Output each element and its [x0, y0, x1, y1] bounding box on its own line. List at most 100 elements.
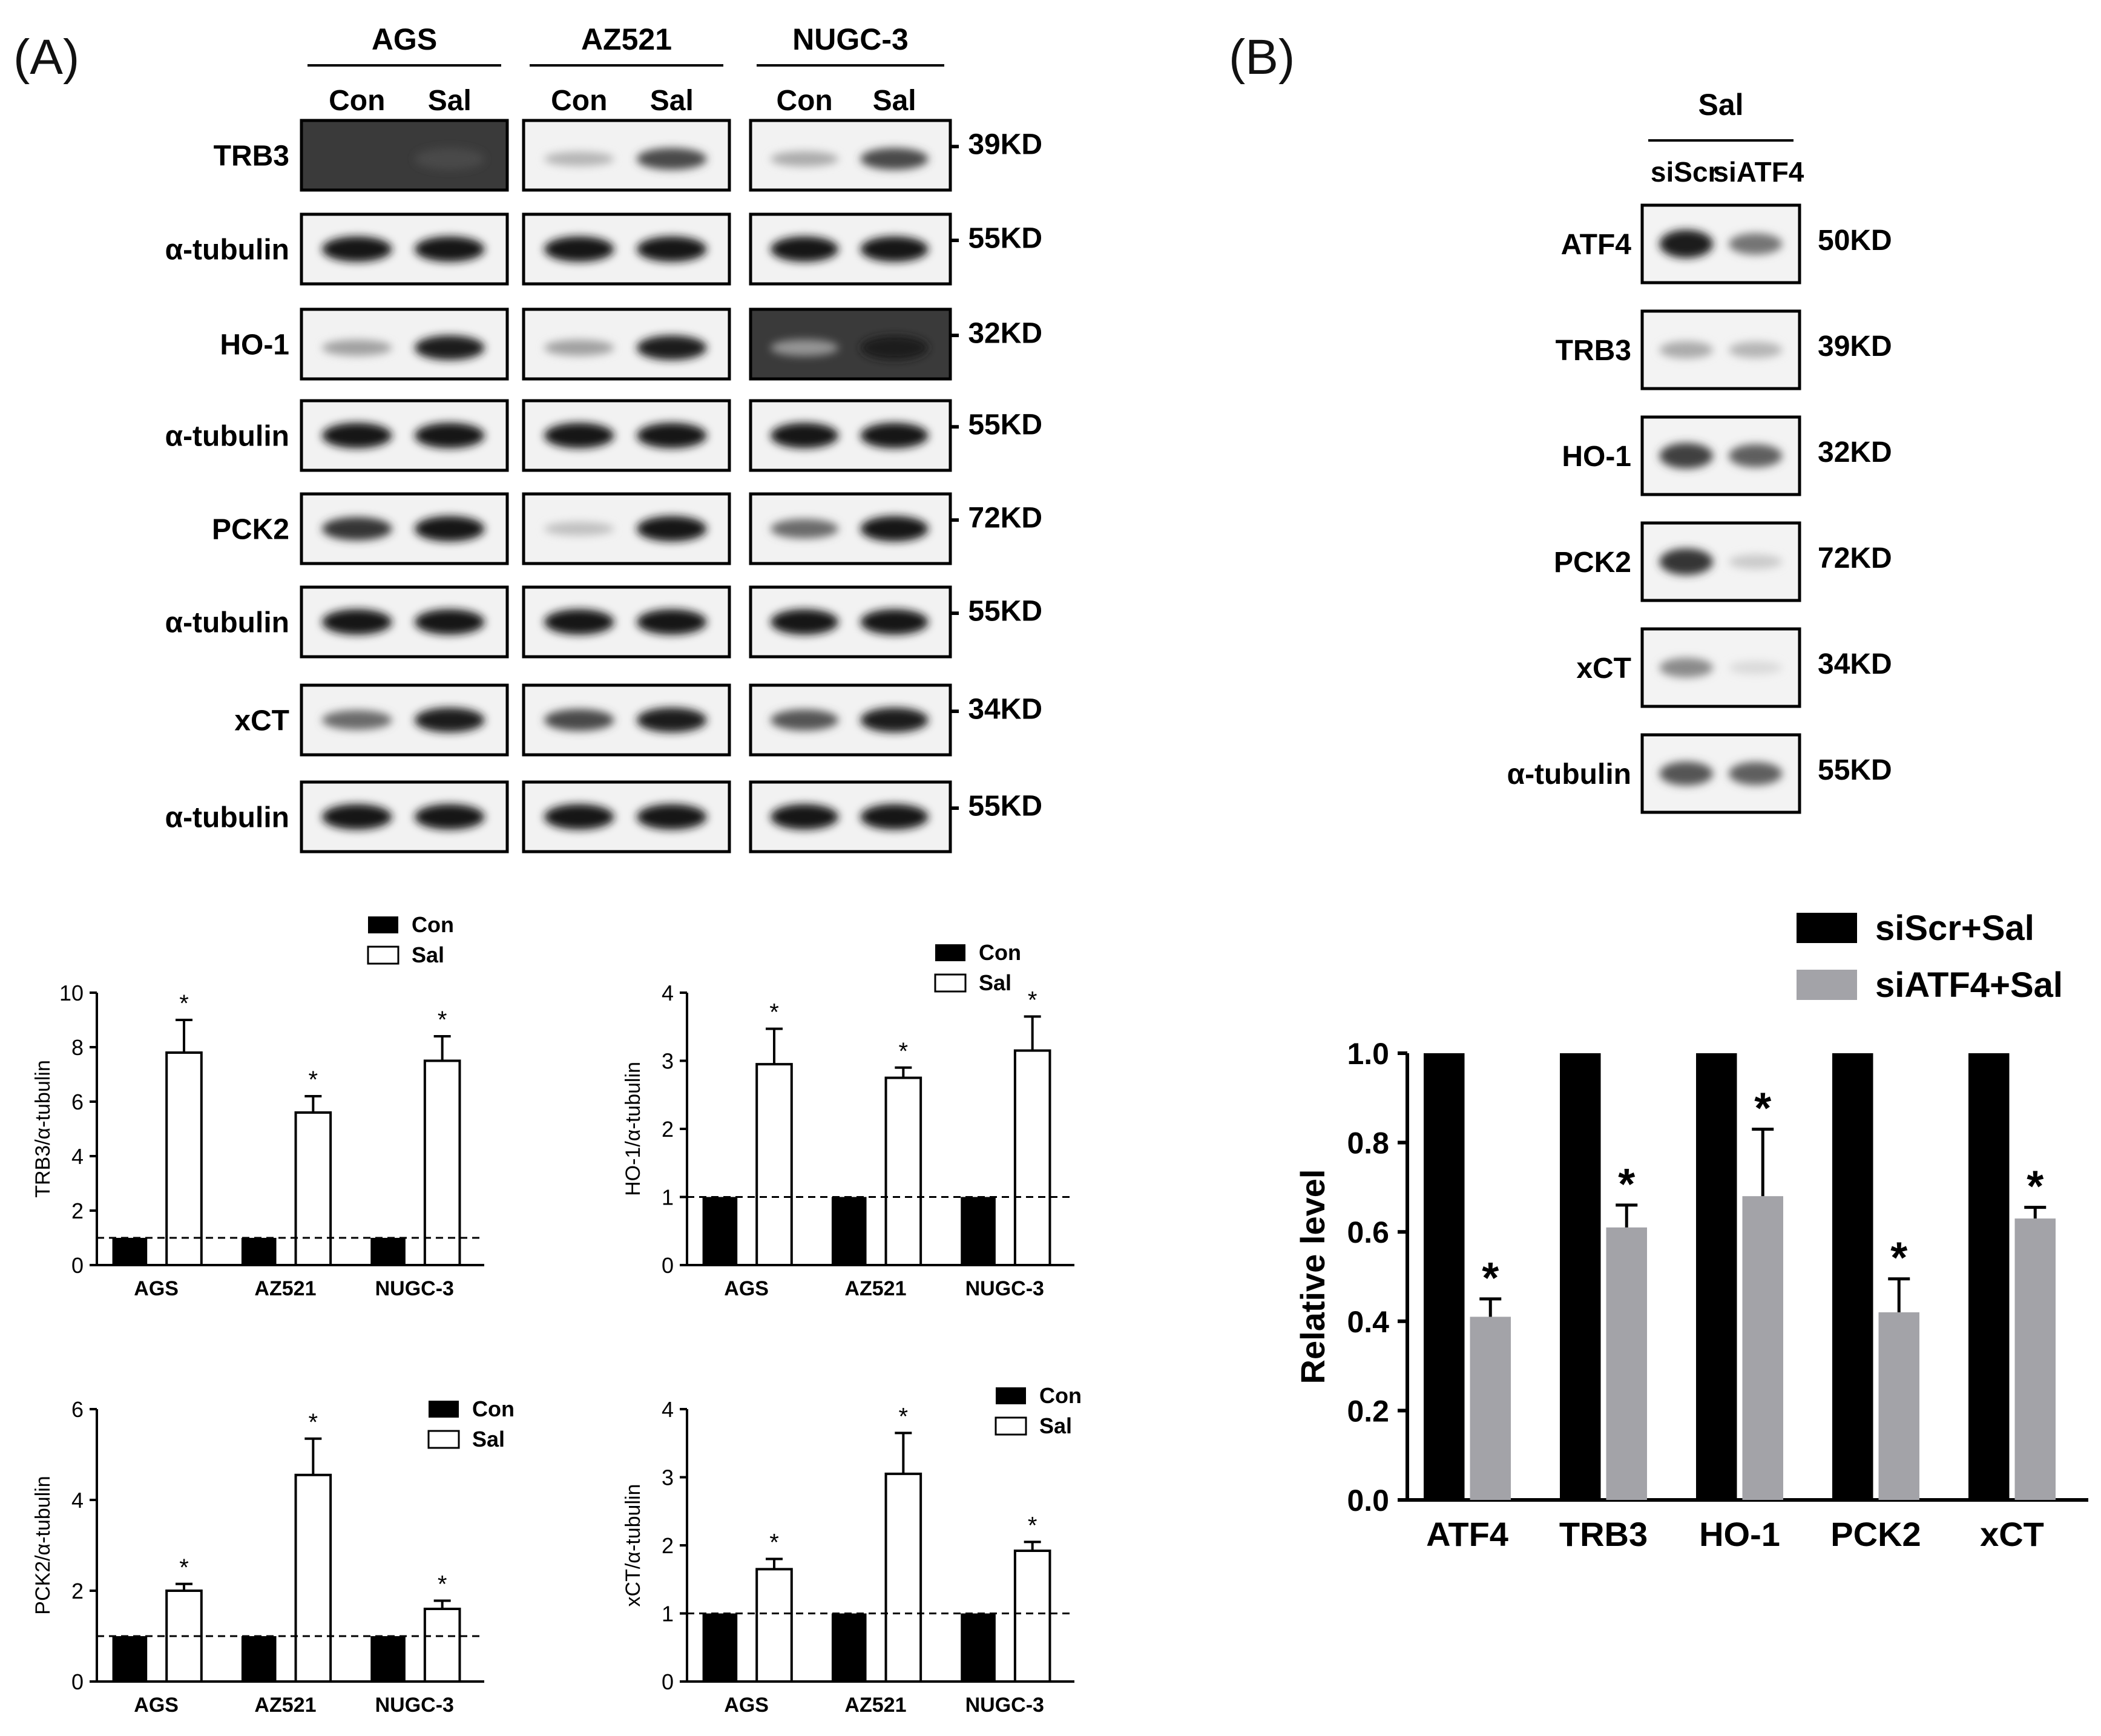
legend-swatch-con	[429, 1401, 459, 1418]
protein-label: TRB3	[1556, 335, 1631, 367]
bar-sal	[1013, 1049, 1051, 1266]
significance-marker: *	[309, 1409, 318, 1436]
chart-0: 0 2 4 6 8 10 TRB3/α-tubulin * AGS * AZ521 * NUGC-3 Co…	[31, 912, 484, 1300]
bar-sal	[423, 1608, 461, 1683]
molecular-weight-label: - 55KD	[950, 223, 1042, 255]
blot-band	[1659, 229, 1713, 258]
protein-label: PCK2	[1554, 547, 1631, 579]
cell-line-label: AGS	[372, 22, 437, 56]
legend-swatch-con	[935, 944, 965, 961]
blot-band	[860, 708, 929, 732]
blot-band	[544, 236, 614, 262]
significance-marker: *	[1028, 987, 1037, 1013]
blot-band	[322, 804, 392, 830]
significance-marker: *	[179, 990, 189, 1017]
blot-band	[860, 148, 929, 170]
x-tick-label: TRB3	[1559, 1515, 1648, 1553]
blot-band	[415, 708, 485, 732]
blot-band	[322, 517, 392, 541]
bar-siatf4	[1470, 1317, 1511, 1500]
y-tick-label: 2	[662, 1533, 674, 1558]
blot-band	[771, 422, 839, 449]
legend-label: Con	[979, 940, 1021, 965]
blot-band	[637, 708, 707, 732]
y-tick-label: 4	[71, 1144, 84, 1169]
blot-band	[415, 148, 485, 170]
significance-marker: *	[438, 1571, 447, 1598]
blot-band	[637, 516, 707, 542]
x-tick-label: HO-1	[1699, 1515, 1780, 1553]
blot-band	[1659, 548, 1713, 575]
protein-label: xCT	[1576, 653, 1631, 685]
legend-label: Con	[1039, 1383, 1082, 1408]
protein-label: α-tubulin	[165, 802, 289, 834]
significance-marker: *	[899, 1403, 909, 1430]
y-tick-label: 0.8	[1347, 1126, 1389, 1160]
blot-band	[415, 422, 485, 449]
bar-con	[702, 1197, 738, 1265]
cell-line-label: AZ521	[581, 22, 672, 56]
blot-band	[637, 148, 707, 170]
molecular-weight-label: - 55KD	[950, 596, 1042, 628]
blot-band	[1659, 761, 1713, 786]
y-tick-label: 0	[662, 1669, 674, 1694]
x-tick-label: AGS	[134, 1694, 179, 1717]
bar-sal	[423, 1059, 461, 1266]
blot-band	[1729, 554, 1783, 570]
x-tick-label: xCT	[1980, 1515, 2044, 1553]
y-tick-label: 0.2	[1347, 1394, 1389, 1428]
blot-band	[860, 236, 929, 262]
y-tick-label: 1	[662, 1185, 674, 1210]
bar-con	[370, 1636, 406, 1682]
chart-3: 0 1 2 3 4 xCT/α-tubulin * AGS * AZ521 * NUGC-3 Con Sa…	[622, 1383, 1082, 1717]
y-tick-label: 0.0	[1347, 1484, 1389, 1517]
legend-label: Con	[472, 1396, 515, 1421]
protein-label: PCK2	[212, 514, 289, 546]
blot-band	[637, 335, 707, 360]
legend-label: Sal	[412, 942, 444, 967]
blot-band	[544, 609, 614, 635]
lane-label: siScr	[1651, 156, 1719, 188]
x-tick-label: AZ521	[254, 1694, 316, 1717]
group-label: Sal	[1698, 88, 1743, 122]
y-tick-label: 1	[662, 1602, 674, 1626]
lane-label: Sal	[873, 85, 916, 117]
protein-label: α-tubulin	[165, 607, 289, 639]
blot-band	[1659, 341, 1713, 359]
y-tick-label: 2	[71, 1198, 84, 1223]
blot-band	[771, 609, 839, 635]
molecular-weight-label: - 72KD	[950, 502, 1042, 534]
legend-label: Sal	[979, 970, 1011, 995]
legend-label: Con	[412, 912, 454, 937]
x-tick-label: NUGC-3	[965, 1694, 1044, 1717]
bar-sal	[755, 1568, 793, 1683]
blot-band	[415, 335, 485, 360]
x-tick-label: AGS	[724, 1277, 769, 1300]
blot-band	[771, 709, 839, 731]
y-tick-label: 0.6	[1347, 1215, 1389, 1249]
legend-swatch-con	[368, 916, 398, 933]
molecular-weight-label: - 34KD	[950, 694, 1042, 726]
blot-band	[544, 340, 614, 356]
bar-con	[112, 1636, 148, 1682]
significance-marker: *	[1890, 1234, 1907, 1283]
blot-band	[415, 804, 485, 830]
y-tick-label: 8	[71, 1035, 84, 1060]
y-tick-label: 2	[71, 1579, 84, 1603]
blot-band	[1729, 761, 1783, 786]
y-tick-label: 1.0	[1347, 1037, 1389, 1071]
y-tick-label: 3	[662, 1049, 674, 1074]
y-tick-label: 0	[662, 1253, 674, 1278]
bar-sal	[884, 1076, 922, 1266]
molecular-weight-label: 55KD	[1818, 754, 1892, 786]
x-tick-label: AGS	[134, 1277, 179, 1300]
significance-marker: *	[769, 1530, 779, 1556]
panel-label-b: (B)	[1229, 30, 1295, 85]
x-tick-label: ATF4	[1426, 1515, 1508, 1553]
legend-swatch-con	[996, 1387, 1026, 1404]
blot-band	[771, 519, 839, 539]
blot-band	[322, 609, 392, 635]
x-tick-label: PCK2	[1830, 1515, 1921, 1553]
y-tick-label: 0	[71, 1253, 84, 1278]
